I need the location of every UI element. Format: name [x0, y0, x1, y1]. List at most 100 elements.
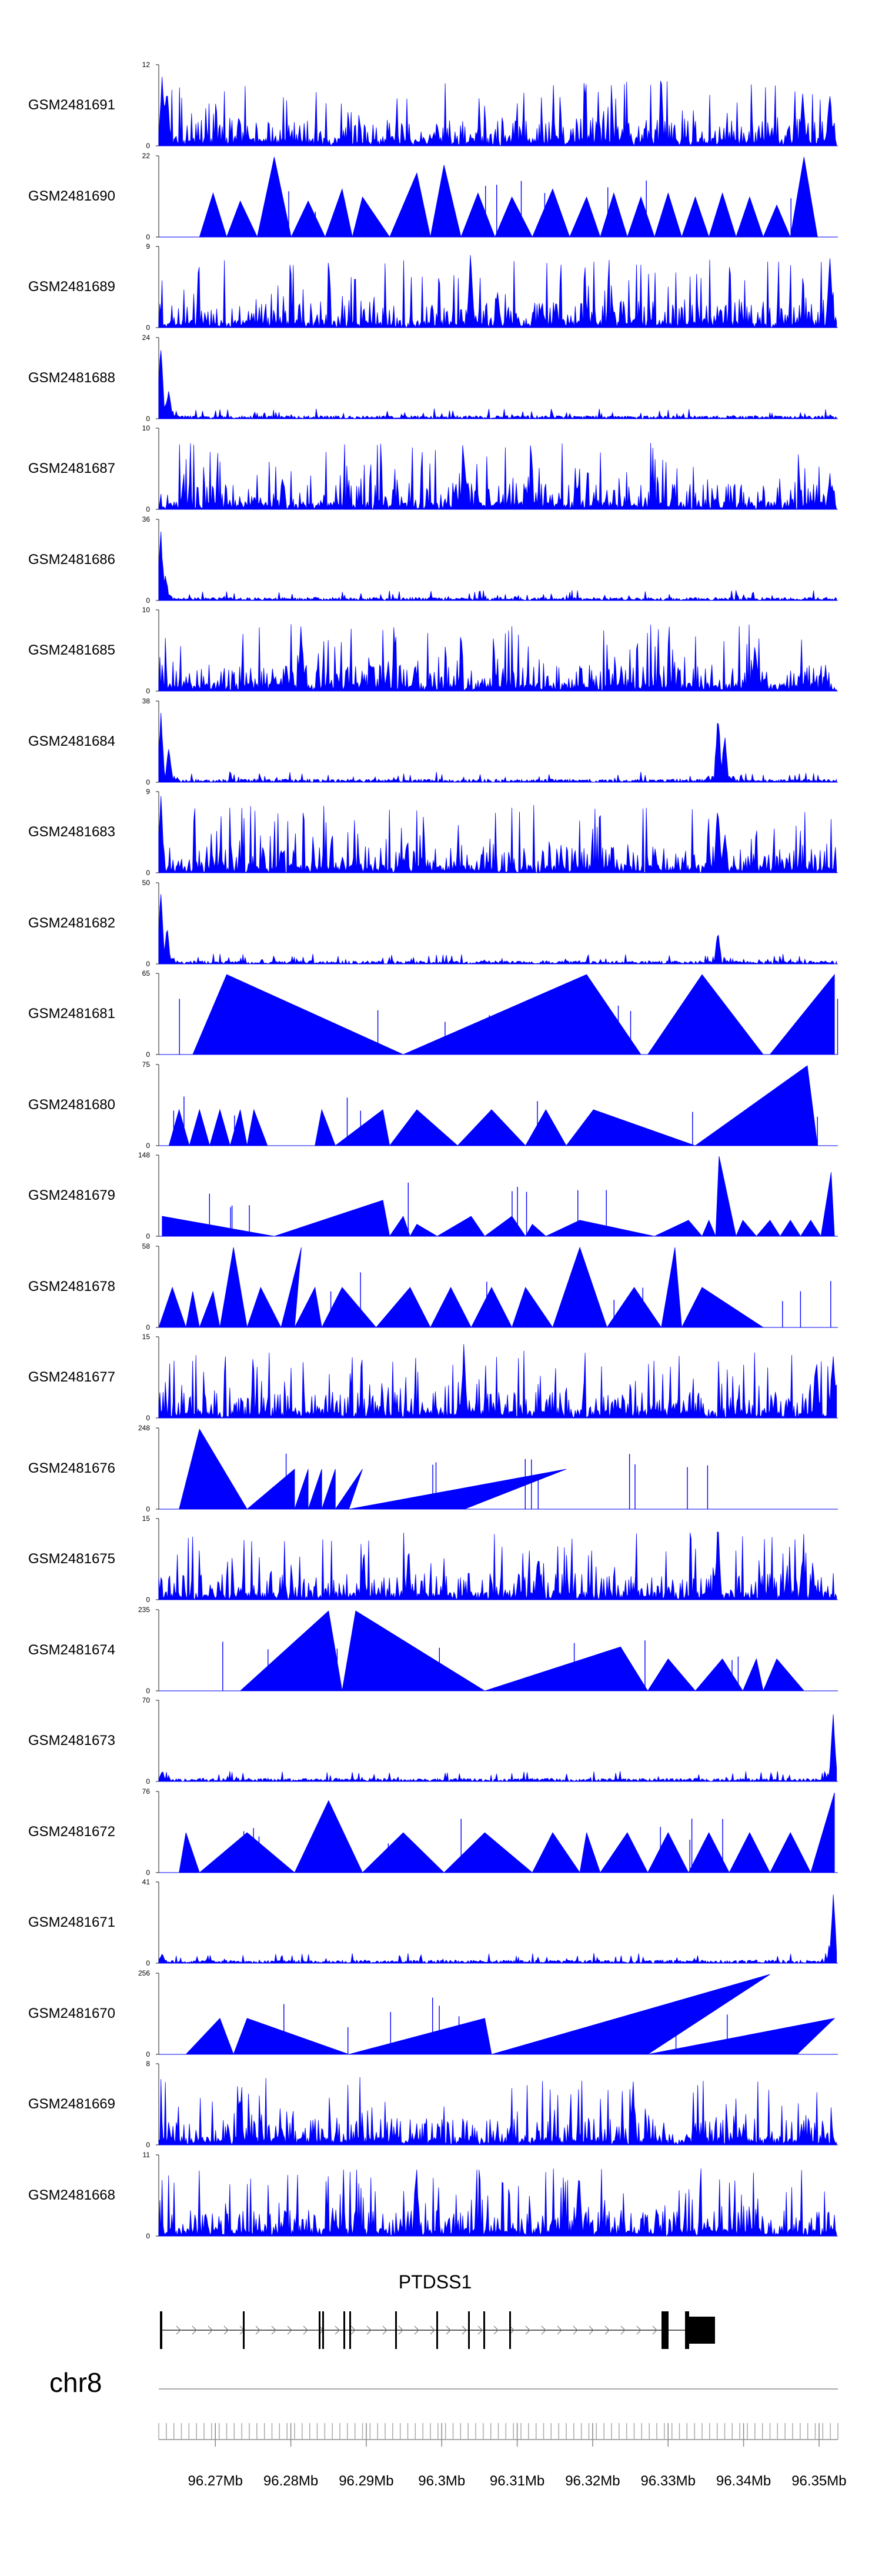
y-max-label: 11	[142, 2150, 150, 2159]
y-min-label: 0	[146, 1868, 150, 1877]
y-axis	[156, 64, 159, 146]
y-max-label: 10	[142, 606, 150, 614]
coverage-area	[199, 156, 818, 237]
axis-tick-label: 96.35Mb	[791, 2473, 847, 2489]
y-axis	[156, 1245, 159, 1328]
y-min-label: 0	[146, 1686, 150, 1695]
coverage-area	[158, 1714, 837, 1782]
y-axis	[156, 1154, 159, 1237]
axis-tick-label: 96.32Mb	[565, 2473, 620, 2489]
track-label: GSM2481680	[28, 1096, 115, 1113]
axis-tick-label: 96.27Mb	[188, 2473, 243, 2489]
y-min-label: 0	[146, 687, 150, 695]
track-label: GSM2481668	[28, 2187, 115, 2203]
coverage-plot	[156, 2063, 838, 2146]
y-min-label: 0	[146, 1323, 150, 1332]
gene-exon	[483, 2311, 485, 2349]
y-min-label: 0	[146, 1050, 150, 1059]
y-max-label: 15	[142, 1333, 150, 1341]
axis-tick-label: 96.34Mb	[716, 2473, 771, 2489]
gene-exon	[343, 2311, 345, 2349]
y-max-label: 10	[142, 424, 150, 432]
coverage-area	[158, 796, 837, 873]
y-axis	[156, 1518, 159, 1600]
gene-strand-arrows	[176, 2325, 657, 2335]
y-axis	[156, 2154, 159, 2237]
track-label: GSM2481681	[28, 1006, 115, 1022]
y-axis	[156, 1790, 159, 1873]
track-label: GSM2481682	[28, 915, 115, 931]
y-axis	[156, 2063, 159, 2145]
coverage-plot	[156, 1609, 838, 1691]
track-label: GSM2481683	[28, 824, 115, 840]
gene-exon	[395, 2311, 397, 2349]
track-label: GSM2481691	[28, 97, 115, 113]
coverage-area	[158, 893, 837, 965]
coverage-tracks: GSM2481691 12 0 GSM2481690 22 0 GSM2481689 9 0 GS…	[28, 61, 838, 2240]
axis-tick-label: 96.33Mb	[640, 2473, 696, 2489]
coverage-plot	[156, 609, 838, 692]
coverage-plot	[156, 1881, 838, 1964]
y-max-label: 41	[142, 1878, 150, 1886]
y-axis	[156, 882, 159, 965]
y-max-label: 12	[142, 61, 150, 69]
y-max-label: 22	[142, 151, 150, 160]
track-label: GSM2481673	[28, 1733, 115, 1749]
y-min-label: 0	[146, 1959, 150, 1967]
y-min-label: 0	[146, 2141, 150, 2149]
coverage-area	[158, 1344, 837, 1419]
coverage-plot	[156, 246, 838, 329]
gene-utr-block	[689, 2317, 715, 2344]
gene-annotation-and-axis	[158, 2311, 838, 2447]
y-max-label: 58	[142, 1242, 150, 1250]
axis-tick-label: 96.31Mb	[489, 2473, 545, 2489]
coverage-plot	[156, 428, 838, 510]
y-max-label: 9	[146, 788, 150, 796]
y-axis	[156, 1972, 159, 2055]
y-axis	[156, 973, 159, 1055]
coverage-area	[158, 1894, 837, 1964]
coverage-area	[239, 1610, 805, 1691]
coverage-area	[185, 1974, 836, 2054]
coverage-area	[179, 1792, 835, 1873]
coverage-spikes	[209, 1182, 607, 1236]
y-axis	[156, 700, 159, 783]
coverage-plot	[156, 1700, 838, 1782]
gene-exon	[662, 2311, 663, 2349]
y-min-label: 0	[146, 1777, 150, 1786]
y-axis	[156, 1336, 159, 1419]
coverage-plot	[156, 882, 838, 965]
y-axis	[156, 609, 159, 692]
gene-exon	[468, 2311, 470, 2349]
track-label: GSM2481685	[28, 642, 115, 658]
y-min-label: 0	[146, 142, 150, 150]
y-max-label: 38	[142, 696, 150, 705]
gene-exon	[160, 2311, 162, 2349]
track-label: GSM2481676	[28, 1460, 115, 1476]
gene-exon	[509, 2311, 511, 2349]
coverage-plot	[156, 64, 838, 147]
track-label: GSM2481690	[28, 188, 115, 204]
y-max-label: 248	[138, 1423, 150, 1432]
coverage-area	[158, 712, 837, 783]
y-max-label: 235	[138, 1605, 150, 1614]
y-max-label: 70	[142, 1696, 150, 1704]
coverage-plot	[156, 1790, 838, 1873]
coverage-plot	[156, 1972, 838, 2055]
gene-name: PTDSS1	[398, 2271, 472, 2293]
gene-exon	[319, 2311, 320, 2349]
coverage-area	[158, 1246, 764, 1327]
y-min-label: 0	[146, 2231, 150, 2240]
track-label: GSM2481689	[28, 279, 115, 295]
y-max-label: 36	[142, 515, 150, 523]
y-axis	[156, 336, 159, 419]
gene-exon	[322, 2311, 324, 2349]
y-max-label: 50	[142, 878, 150, 887]
track-label: GSM2481678	[28, 1278, 115, 1294]
y-axis	[156, 1881, 159, 1964]
y-axis	[156, 1427, 159, 1510]
coverage-plot	[156, 1427, 838, 1510]
y-max-label: 75	[142, 1060, 150, 1069]
y-max-label: 8	[146, 2060, 150, 2068]
coverage-plot	[156, 518, 838, 601]
